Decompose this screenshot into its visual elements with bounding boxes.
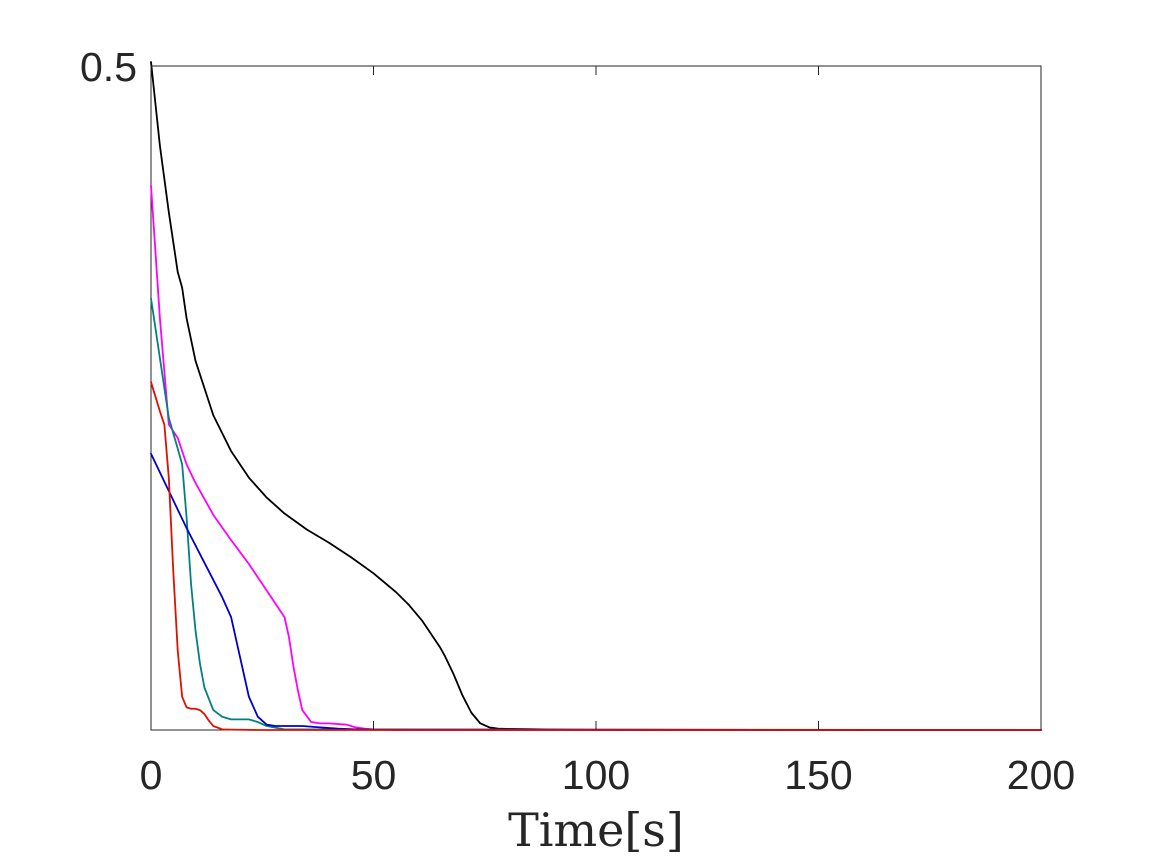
y-tick-label: 0.5 xyxy=(80,44,137,90)
x-tick-label: 150 xyxy=(784,752,852,798)
series-line-5 xyxy=(150,381,1042,731)
series-line-4 xyxy=(150,452,1042,731)
x-axis: 0 50 100 150 200 xyxy=(140,66,1075,798)
x-tick-label: 100 xyxy=(562,752,630,798)
series-line-2 xyxy=(150,184,1042,731)
x-tick-label: 50 xyxy=(351,752,397,798)
x-tick-label: 0 xyxy=(140,752,163,798)
series-layer xyxy=(150,61,1042,731)
plot-area xyxy=(150,65,1042,731)
x-axis-title: Time[s] xyxy=(508,803,684,857)
y-axis: 0.5 xyxy=(80,44,160,90)
series-line-3 xyxy=(150,297,1042,731)
x-tick-label: 200 xyxy=(1007,752,1075,798)
